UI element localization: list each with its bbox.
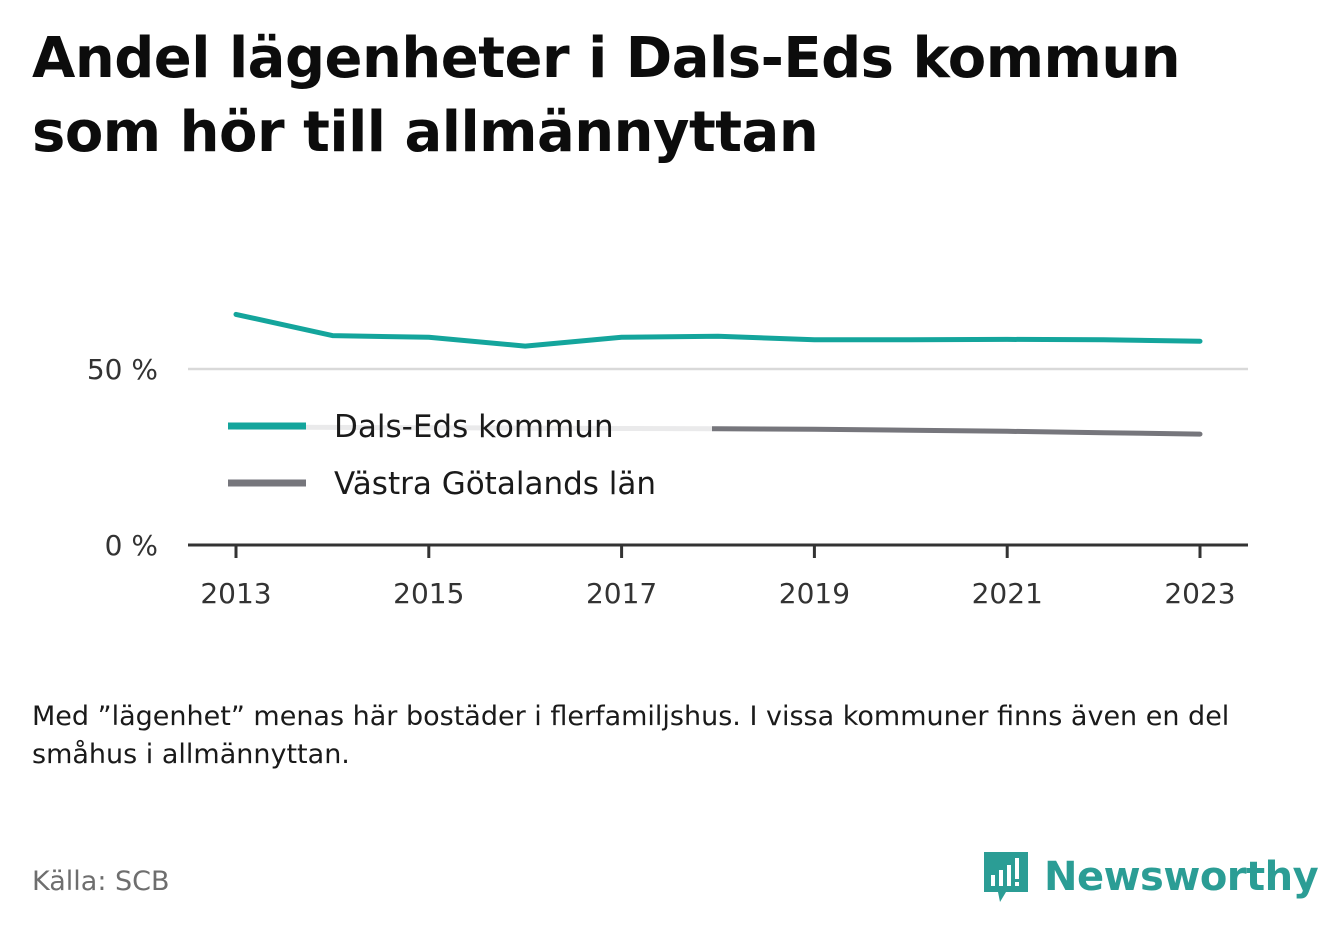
line-chart: 50 % 0 % 2013 2015 2017 2019 2021 2023 Dals-Ed…	[87, 311, 1248, 610]
y-tick-label: 0 %	[105, 529, 158, 562]
chart-note: Med ”lägenhet” menas här bostäder i fler…	[32, 701, 1230, 770]
x-tick-label: 2015	[393, 577, 464, 610]
x-tick-label: 2021	[972, 577, 1043, 610]
x-tick-label: 2019	[779, 577, 850, 610]
grid-layer: 50 % 0 %	[87, 353, 1248, 562]
x-axis: 2013 2015 2017 2019 2021 2023	[188, 543, 1248, 610]
series-line-dals-ed	[233, 311, 1203, 349]
legend-label: Västra Götalands län	[334, 466, 656, 502]
newsworthy-logo-icon	[984, 852, 1028, 902]
legend-background	[222, 398, 712, 510]
newsworthy-logo: Newsworthy	[980, 848, 1319, 906]
legend: Dals-Eds kommun Västra Götalands län	[222, 398, 712, 510]
legend-label: Dals-Eds kommun	[334, 409, 614, 445]
source-label: Källa: SCB	[32, 866, 170, 897]
x-tick-label: 2023	[1164, 577, 1235, 610]
y-tick-label: 50 %	[87, 353, 158, 386]
x-tick-label: 2013	[200, 577, 271, 610]
chart-title: Andel lägenheter i Dals-Eds kommun som h…	[32, 26, 1181, 165]
brand-name: Newsworthy	[1044, 854, 1319, 900]
x-tick-label: 2017	[586, 577, 657, 610]
